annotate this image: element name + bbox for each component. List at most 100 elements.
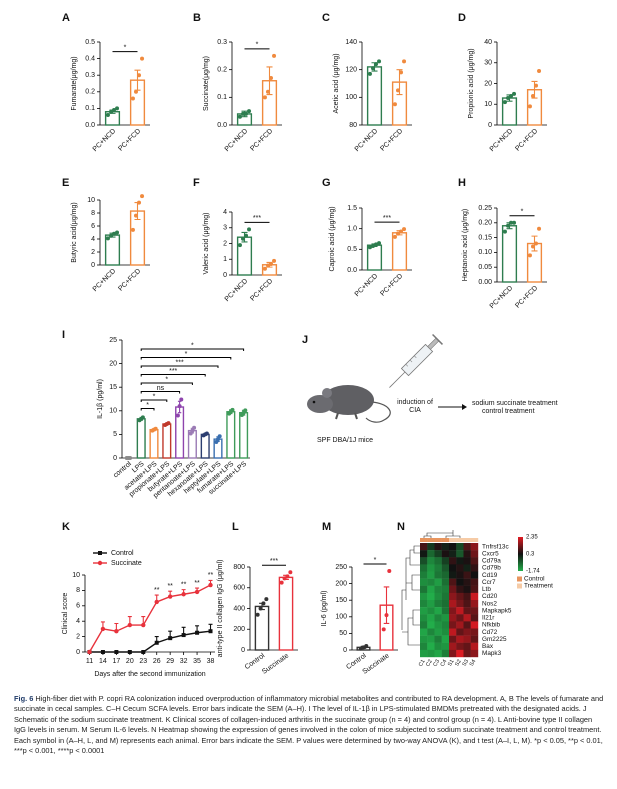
y-tick-label: 0.15 [478,234,492,241]
y-tick-label: 0 [488,122,492,129]
row-label: Cxcr5 [482,550,499,557]
row-label: Cd19 [482,572,498,579]
heatmap-cell [441,635,450,643]
heatmap-cell [449,557,457,565]
data-point [399,229,404,234]
heatmap-cell [463,564,471,572]
comparison-label: * [191,342,194,349]
data-point [130,96,135,101]
y-tick-label: 100 [345,94,357,101]
significance-label: * [521,209,524,216]
data-point [367,245,372,250]
heatmap-cell [420,564,428,572]
syringe [389,333,444,388]
error-bar [241,231,248,243]
y-tick-label: 15 [109,384,117,391]
heatmap-cell [427,557,435,565]
caption-label: Fig. 6 [14,694,34,703]
heatmap-cell [449,621,457,629]
marker [194,589,200,595]
data-point [502,229,507,234]
data-point [502,100,507,105]
heatmap-cell [427,564,435,572]
x-tick-label: PC+FCD [514,285,539,310]
data-point [255,612,260,617]
data-point [395,88,400,93]
y-tick-label: 10 [72,572,80,579]
y-tick-label: 0.0 [85,122,95,129]
x-tick-label: PC+NCD [354,273,379,298]
x-tick-label: PC+FCD [117,128,142,153]
bar [239,411,249,459]
heatmap-cell [434,550,442,558]
x-tick-label: 29 [166,658,174,665]
data-point [108,109,113,114]
heatmap-cell [420,607,428,615]
column-label: S4 [469,659,478,668]
mouse-tail [365,401,391,423]
row-label: Cd20 [482,593,498,600]
panel-letter: G [322,177,331,189]
data-point [108,233,113,238]
heatmap-cell [449,550,457,558]
column-label: S3 [462,659,471,668]
data-point [262,95,267,100]
y-tick-label: 2 [91,249,95,256]
marker [195,630,200,635]
y-tick-label: 200 [233,626,245,633]
heatmap-cell [463,600,471,608]
legend-marker [98,551,102,555]
y-tick-label: 0.0 [347,267,357,274]
comparison-bracket [140,399,168,402]
control-label: control treatment [482,408,535,415]
heatmap-cell [456,571,464,579]
panel-letter: J [302,334,308,346]
heatmap-cell [434,642,442,651]
comparison-label: *** [169,368,177,375]
heatmap-cell [456,578,464,586]
y-axis-label: Valeric acid (μg/mg) [203,213,210,275]
heatmap-cell [470,614,479,622]
panel-letter: F [193,177,200,189]
y-tick-label: 2 [76,633,80,640]
bar [200,433,210,459]
row-label: Il21r [482,615,495,622]
heatmap-cell [420,550,428,558]
heatmap-cell [470,600,479,608]
data-point [377,241,382,246]
comparison-label: * [146,402,149,409]
column-label: C2 [425,659,434,668]
y-tick-label: 0.2 [217,67,227,74]
x-tick-label: 32 [180,658,188,665]
y-tick-label: 0 [343,647,347,654]
y-tick-label: 0.00 [478,279,492,286]
y-axis-label: anti-type II collagen IgG (μg/ml) [217,560,224,658]
y-tick-label: 800 [233,564,245,571]
y-tick-label: 0.4 [85,55,95,62]
heatmap-cell [470,642,479,651]
marker [168,636,173,641]
group-legend-label: Control [524,576,545,583]
heatmap-cell [463,607,471,615]
heatmap-cell [441,585,450,594]
data-point [240,236,245,241]
heatmap-cell [470,571,479,579]
row-label: Nos2 [482,600,497,607]
heatmap-cell [427,628,435,636]
x-tick-label: 38 [207,658,215,665]
x-tick-label: 11 [86,658,93,665]
colorbar-tick-label: -1.74 [526,569,540,575]
data-point [509,220,514,225]
row-label: Nfkbib [482,622,501,629]
comparison-bracket [140,365,219,368]
group-legend-label: Treatment [524,583,553,590]
heatmap-cell [420,642,428,651]
heatmap-cell [427,543,435,551]
y-axis-label: Heptanoic acid (μg/mg) [462,209,469,282]
heatmap-cell [449,578,457,586]
heatmap-cell [420,571,428,579]
column-label: C3 [432,659,441,668]
y-tick-label: 400 [233,605,245,612]
x-tick-label: PC+FCD [249,128,274,153]
x-tick-label: PC+NCD [224,278,249,303]
